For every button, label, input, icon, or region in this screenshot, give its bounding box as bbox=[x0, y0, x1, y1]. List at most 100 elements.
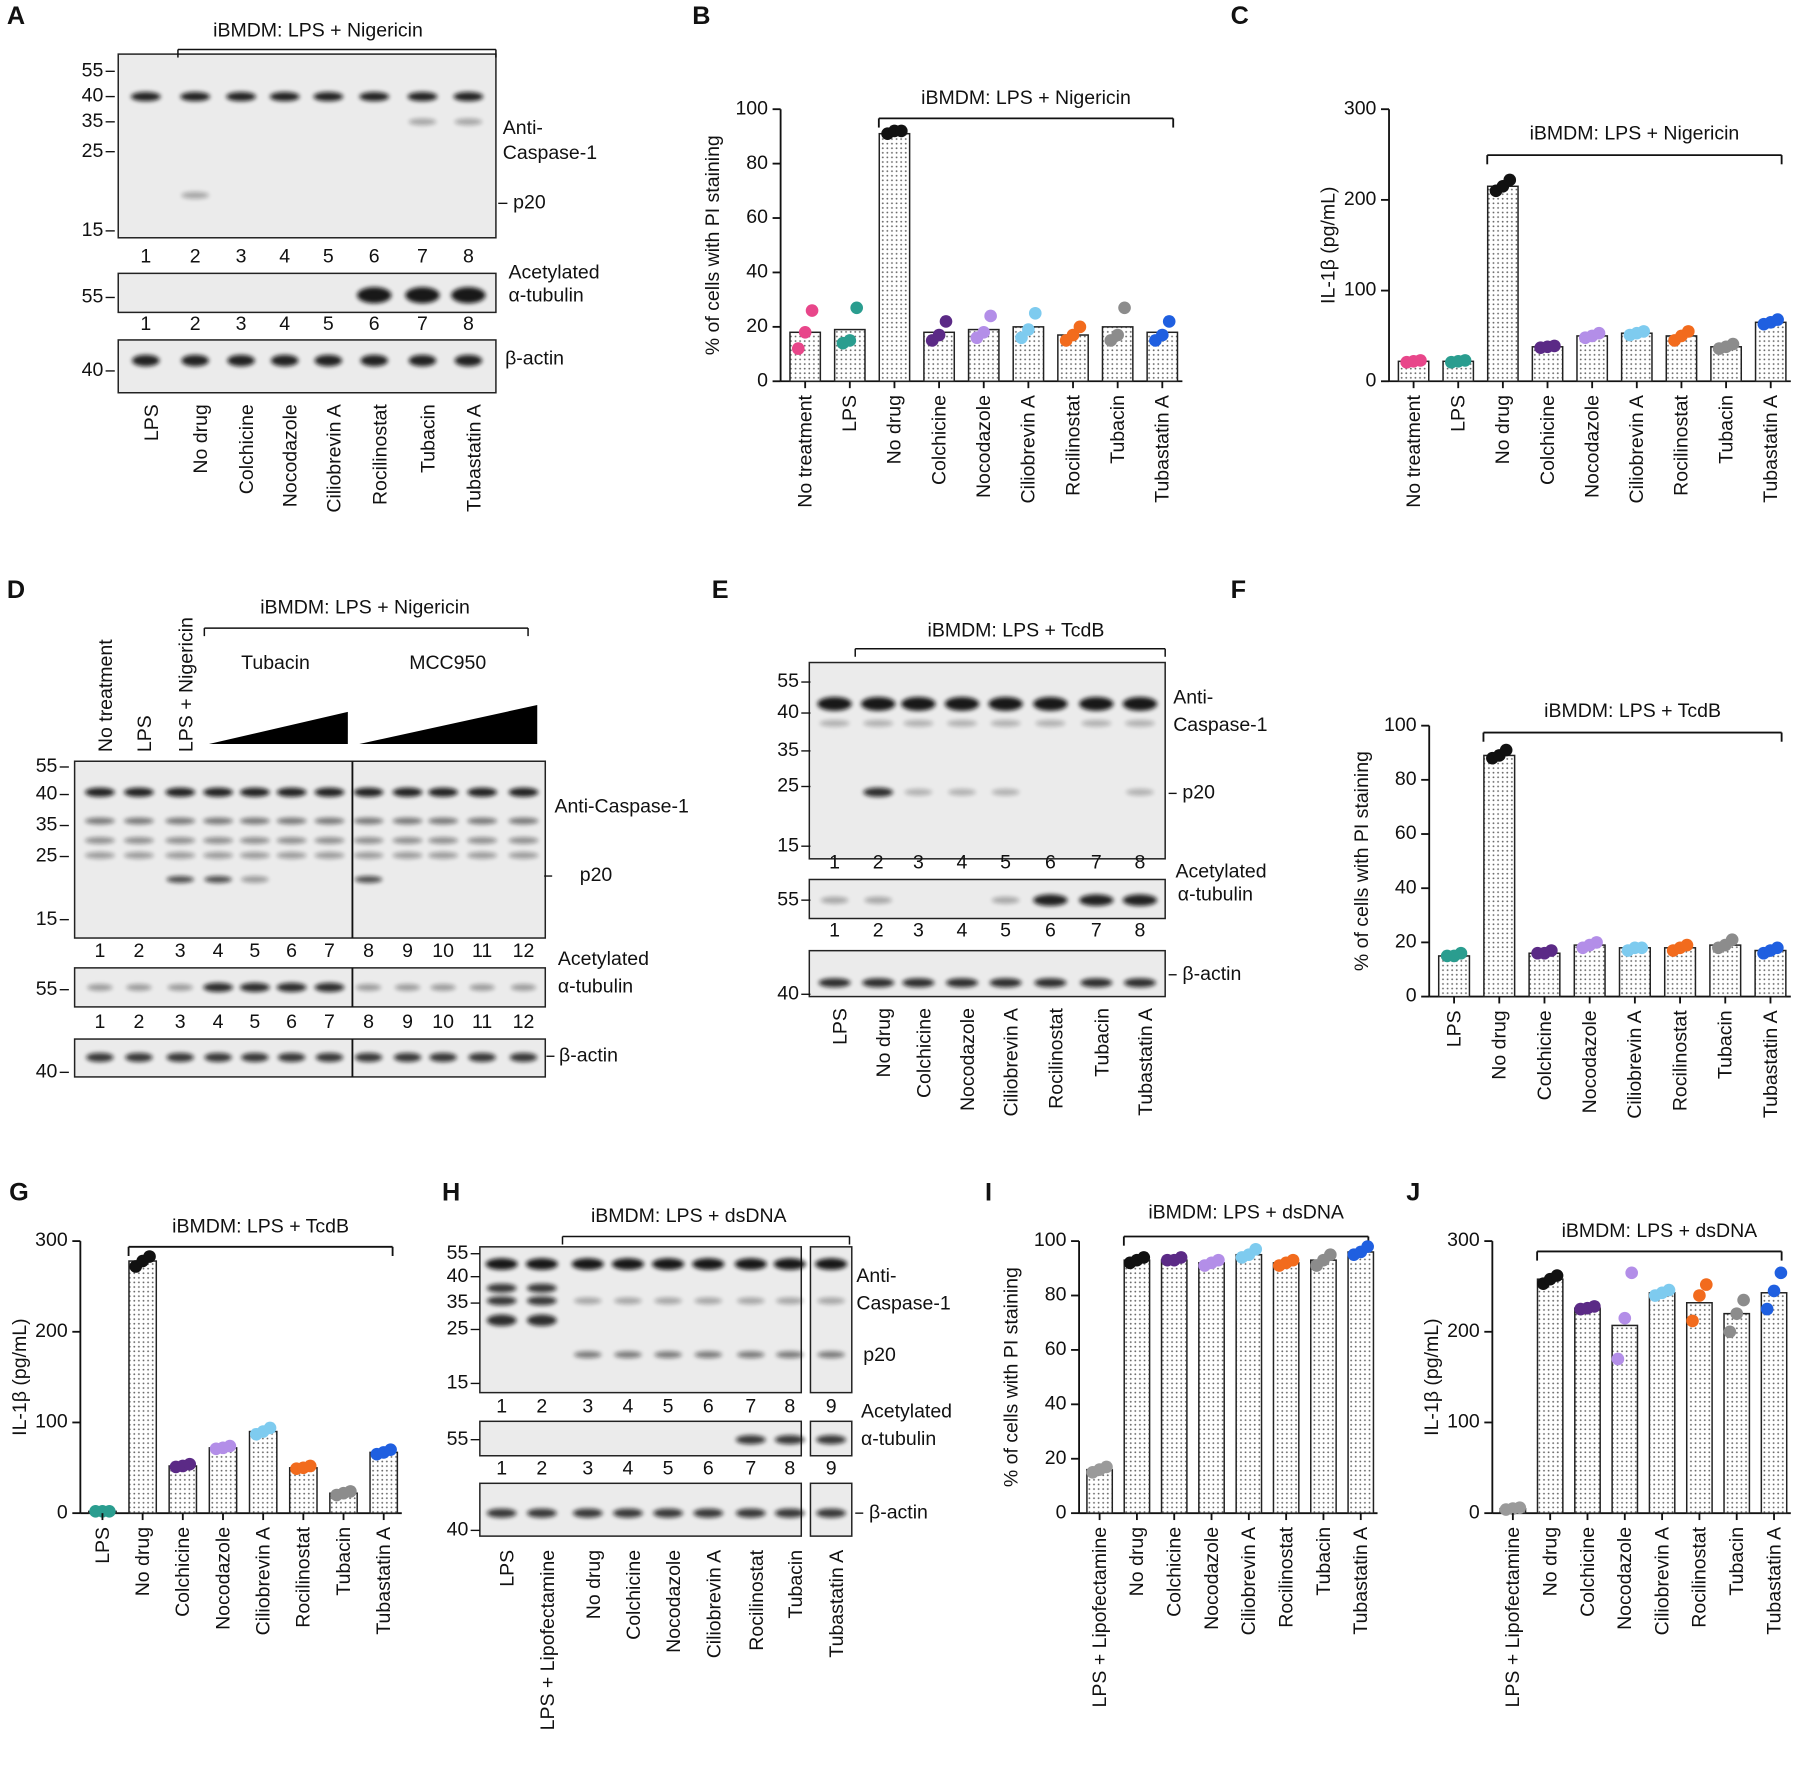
mw-marker: 40 bbox=[82, 359, 104, 381]
blot-band bbox=[430, 983, 456, 991]
band-label: α-tubulin bbox=[509, 284, 584, 306]
blot-band bbox=[277, 1052, 306, 1063]
blot-band bbox=[357, 287, 392, 304]
x-tick-label: Colchicine bbox=[1537, 395, 1559, 485]
band-label: Acetylated bbox=[509, 262, 600, 284]
mw-marker: 40 bbox=[777, 701, 799, 723]
blot-band bbox=[392, 787, 423, 797]
lane-label: Nocodazole bbox=[280, 404, 302, 507]
band-label: β-actin bbox=[1182, 963, 1241, 985]
mw-marker: 25 bbox=[82, 140, 104, 162]
x-tick-label: Colchicine bbox=[1577, 1527, 1599, 1617]
lane-label: LPS bbox=[141, 404, 163, 441]
y-tick-label: 0 bbox=[57, 1501, 68, 1523]
lane-number: 7 bbox=[1091, 919, 1102, 941]
blot-band bbox=[84, 851, 115, 859]
blot-band bbox=[314, 354, 343, 367]
data-point bbox=[1100, 1460, 1113, 1474]
bracket-label: iBMDM: LPS + Nigericin bbox=[921, 87, 1131, 109]
panel-letter: H bbox=[442, 1179, 460, 1207]
blot-band bbox=[989, 978, 1022, 988]
blot-band bbox=[1033, 894, 1068, 906]
lane-number: 7 bbox=[745, 1396, 756, 1418]
blot-band bbox=[315, 1052, 344, 1063]
blot-band bbox=[239, 851, 270, 859]
blot-band bbox=[526, 1283, 557, 1293]
bar bbox=[1272, 1262, 1300, 1514]
y-tick-label: 200 bbox=[35, 1320, 68, 1342]
lane-number: 4 bbox=[279, 245, 290, 267]
data-point bbox=[1513, 1501, 1527, 1515]
blot-band bbox=[904, 788, 933, 796]
blot-band bbox=[736, 1297, 765, 1305]
blot-band bbox=[864, 896, 892, 904]
lane-number: 8 bbox=[363, 940, 374, 962]
lane-number: 3 bbox=[236, 245, 247, 267]
data-point bbox=[1022, 323, 1035, 336]
lane-number: 7 bbox=[324, 1011, 335, 1033]
blot-band bbox=[239, 837, 270, 844]
data-point bbox=[977, 325, 991, 339]
blot-band bbox=[817, 1297, 845, 1305]
blot-band bbox=[611, 1258, 645, 1270]
mw-marker: 55 bbox=[777, 670, 799, 692]
y-axis-label: % of cells with PI staining bbox=[1001, 1267, 1023, 1487]
data-point bbox=[1118, 301, 1131, 315]
lane-label: Colchicine bbox=[623, 1550, 645, 1640]
blot-band bbox=[239, 982, 270, 992]
blot-band bbox=[454, 118, 483, 126]
data-point bbox=[1174, 1251, 1188, 1264]
lane-number: 5 bbox=[1000, 852, 1011, 874]
blot-band bbox=[239, 787, 270, 797]
dose-triangle bbox=[359, 704, 538, 745]
lane-number: 1 bbox=[140, 245, 151, 267]
lane-number: 5 bbox=[249, 940, 260, 962]
blot-band bbox=[1122, 696, 1158, 711]
y-tick-label: 200 bbox=[1447, 1320, 1480, 1342]
x-tick-label: LPS bbox=[839, 395, 861, 432]
data-point bbox=[1028, 306, 1042, 320]
blot-band bbox=[181, 354, 209, 367]
blot-band bbox=[354, 1052, 383, 1063]
x-tick-label: Colchicine bbox=[928, 395, 950, 485]
y-tick-label: 0 bbox=[1406, 985, 1417, 1007]
blot-band bbox=[1033, 696, 1068, 711]
mw-marker: 40 bbox=[447, 1265, 469, 1287]
x-tick-label: Nocodazole bbox=[1614, 1527, 1636, 1630]
data-point bbox=[1499, 743, 1513, 757]
x-tick-label: Ciliobrevin A bbox=[1624, 1010, 1646, 1118]
data-point bbox=[1454, 946, 1468, 960]
bar bbox=[1754, 321, 1787, 383]
blot-band bbox=[428, 787, 459, 797]
lane-number: 6 bbox=[369, 313, 380, 335]
lane-label: LPS + Nigericin bbox=[175, 617, 197, 752]
blot-band bbox=[571, 1258, 604, 1270]
blot-band bbox=[653, 1508, 684, 1518]
blot-band bbox=[991, 788, 1020, 796]
blot-band bbox=[652, 1258, 685, 1270]
lane-number: 7 bbox=[1091, 852, 1102, 874]
blot-band bbox=[818, 978, 851, 988]
lane-label: Tubastatin A bbox=[1135, 1008, 1157, 1116]
bar bbox=[1347, 1251, 1375, 1514]
data-point bbox=[1458, 354, 1472, 367]
blot-band bbox=[693, 1508, 724, 1518]
data-point bbox=[1635, 941, 1649, 955]
blot-band bbox=[860, 696, 896, 711]
lane-label: Ciliobrevin A bbox=[703, 1550, 725, 1658]
lane-label: Rocilinostat bbox=[369, 404, 391, 505]
panel-letter: I bbox=[985, 1179, 992, 1207]
data-point bbox=[1611, 1352, 1625, 1366]
lane-number: 11 bbox=[472, 940, 492, 962]
blot-band bbox=[226, 91, 256, 102]
x-tick-label: No drug bbox=[884, 395, 906, 464]
mw-marker: 35 bbox=[36, 814, 58, 836]
bracket-label: iBMDM: LPS + TcdB bbox=[1544, 700, 1721, 722]
x-tick-label: Nocodazole bbox=[1201, 1527, 1223, 1630]
blot-band bbox=[126, 983, 152, 991]
lane-number: 2 bbox=[873, 919, 884, 941]
blot-band bbox=[166, 876, 195, 883]
bar bbox=[1620, 332, 1653, 383]
mw-marker: 55 bbox=[447, 1242, 469, 1264]
blot-band bbox=[313, 91, 344, 102]
